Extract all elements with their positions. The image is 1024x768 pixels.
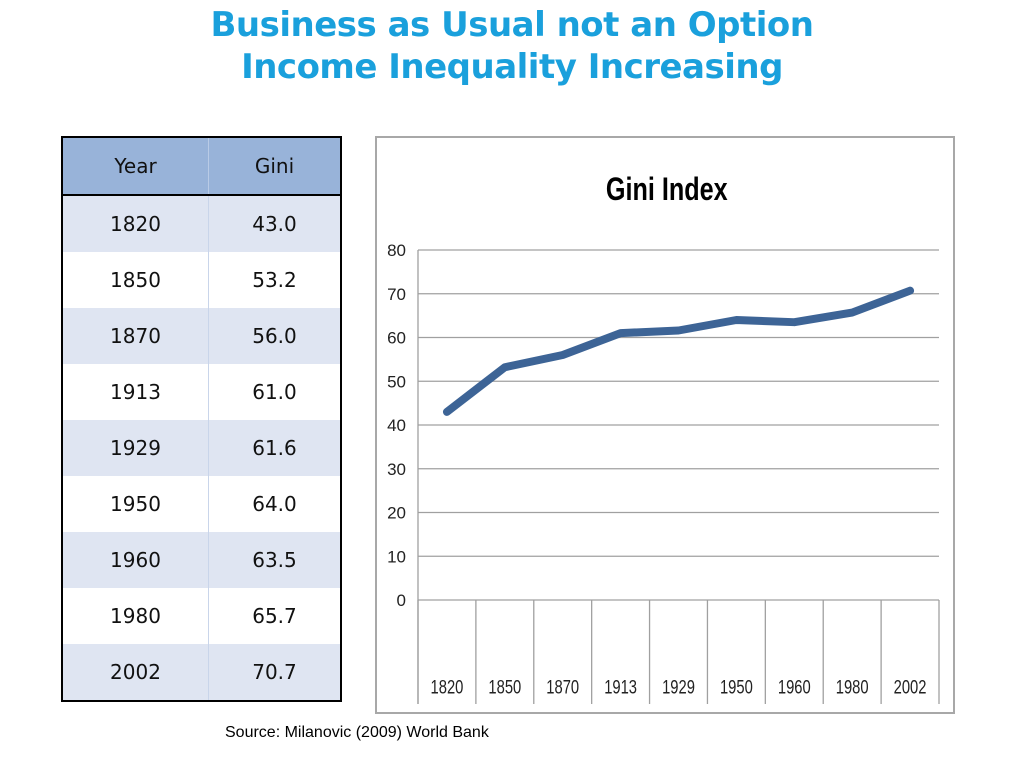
- data-point: [559, 351, 567, 359]
- year-cell: 2002: [62, 644, 209, 701]
- x-tick-label: 1960: [778, 675, 811, 698]
- table-row: 1929 61.6: [62, 420, 341, 476]
- gini-chart: Gini Index 010203040506070801820Year1850…: [375, 136, 955, 714]
- gini-cell: 56.0: [208, 308, 341, 364]
- y-tick-label: 10: [387, 547, 406, 566]
- data-point: [848, 309, 856, 317]
- x-tick-label: 1820: [431, 675, 464, 698]
- data-point: [443, 408, 451, 416]
- table-row: 1913 61.0: [62, 364, 341, 420]
- tick-labels: 010203040506070801820Year1850Year1870Yea…: [387, 241, 927, 698]
- x-tick-label: 1870: [546, 675, 579, 698]
- axes: [417, 250, 940, 704]
- year-cell: 1929: [62, 420, 209, 476]
- data-point: [617, 329, 625, 337]
- gini-cell: 61.6: [208, 420, 341, 476]
- x-tick-label: 2002: [894, 675, 927, 698]
- table-row: 1870 56.0: [62, 308, 341, 364]
- x-tick-label: 1913: [604, 675, 637, 698]
- year-cell: 1913: [62, 364, 209, 420]
- gini-cell: 65.7: [208, 588, 341, 644]
- data-point: [790, 318, 798, 326]
- table-row: 1980 65.7: [62, 588, 341, 644]
- grid-lines: [418, 249, 939, 601]
- year-cell: 1820: [62, 195, 209, 252]
- header-gini: Gini: [208, 137, 341, 196]
- gini-chart-svg: Gini Index 010203040506070801820Year1850…: [387, 172, 940, 704]
- x-tick-label: 1980: [836, 675, 869, 698]
- y-tick-label: 0: [397, 591, 406, 610]
- year-cell: 1850: [62, 252, 209, 308]
- y-tick-label: 80: [387, 241, 406, 260]
- y-tick-label: 20: [387, 504, 406, 523]
- gini-table: Year Gini 1820 43.0 1850 53.2 1870 56.0 191…: [61, 136, 342, 702]
- x-tick-label: 1850: [488, 675, 521, 698]
- gini-cell: 61.0: [208, 364, 341, 420]
- y-tick-label: 30: [387, 460, 406, 479]
- table-row: 1950 64.0: [62, 476, 341, 532]
- data-point: [906, 287, 914, 295]
- header-year: Year: [62, 137, 209, 196]
- y-tick-label: 70: [387, 285, 406, 304]
- table-row: 2002 70.7: [62, 644, 341, 701]
- data-point: [732, 316, 740, 324]
- gini-cell: 43.0: [208, 195, 341, 252]
- series-line: [442, 286, 915, 416]
- year-cell: 1950: [62, 476, 209, 532]
- gini-cell: 53.2: [208, 252, 341, 308]
- slide-title: Business as Usual not an Option Income I…: [0, 4, 1024, 88]
- year-cell: 1960: [62, 532, 209, 588]
- gini-cell: 63.5: [208, 532, 341, 588]
- table-row: 1850 53.2: [62, 252, 341, 308]
- x-tick-label: 1929: [662, 675, 695, 698]
- year-cell: 1870: [62, 308, 209, 364]
- title-line-1: Business as Usual not an Option: [210, 5, 814, 45]
- data-point: [501, 363, 509, 371]
- y-tick-label: 60: [387, 329, 406, 348]
- x-tick-label: 1950: [720, 675, 753, 698]
- year-cell: 1980: [62, 588, 209, 644]
- gini-cell: 70.7: [208, 644, 341, 701]
- table-header-row: Year Gini: [62, 137, 341, 196]
- table-row: 1960 63.5: [62, 532, 341, 588]
- series-layer: [442, 286, 915, 416]
- y-tick-label: 50: [387, 372, 406, 391]
- gini-cell: 64.0: [208, 476, 341, 532]
- source-note: Source: Milanovic (2009) World Bank: [225, 724, 489, 741]
- y-tick-label: 40: [387, 416, 406, 435]
- table-row: 1820 43.0: [62, 195, 341, 252]
- data-point: [675, 327, 682, 334]
- chart-title: Gini Index: [606, 172, 728, 208]
- title-line-2: Income Inequality Increasing: [241, 47, 783, 87]
